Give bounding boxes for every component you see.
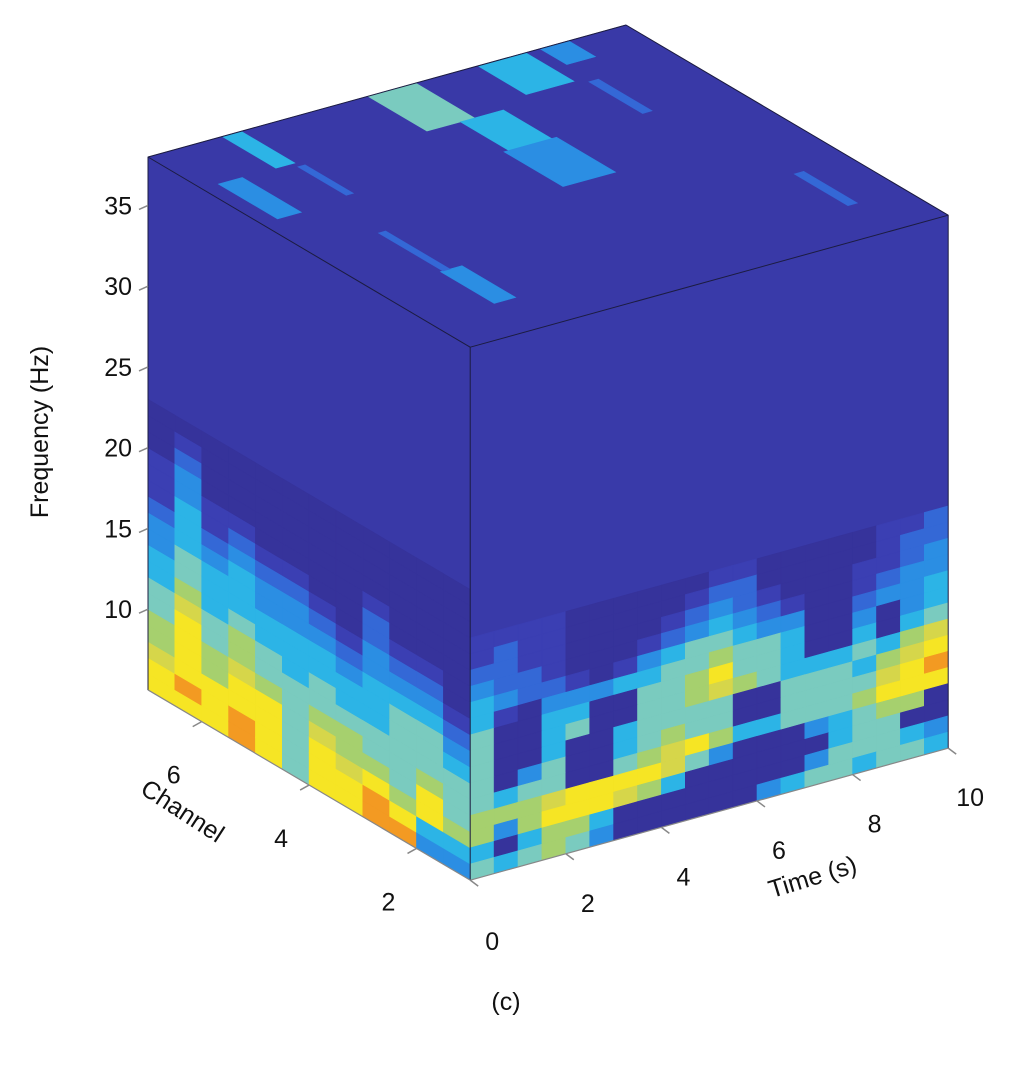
z-tick-label: 20 — [104, 435, 132, 463]
x-tick — [756, 800, 766, 808]
top-face-cell — [439, 265, 517, 304]
y-tick-label: 4 — [274, 825, 288, 853]
cube-edge — [147, 156, 471, 348]
axis-ticks — [138, 204, 957, 887]
cube-faces — [147, 24, 949, 881]
z-tick — [138, 447, 149, 453]
z-tick — [138, 204, 149, 211]
y-tick — [299, 784, 310, 791]
x-tick-label: 6 — [772, 837, 786, 865]
z-tick — [138, 285, 149, 291]
z-tick — [138, 366, 149, 372]
top-face-cell — [297, 164, 355, 196]
top-face-cell — [588, 78, 653, 114]
z-tick-label: 10 — [104, 596, 132, 624]
x-tick — [852, 773, 862, 782]
top-face-cell — [217, 177, 303, 220]
z-tick-label: 25 — [104, 354, 132, 382]
x-tick-label: 10 — [956, 784, 984, 812]
x-tick-label: 8 — [868, 811, 882, 839]
top-face-cell — [503, 136, 617, 187]
cube-edge — [625, 24, 949, 216]
z-tick-label: 35 — [104, 192, 132, 220]
cube-edge — [147, 24, 627, 158]
x-tick-label: 4 — [676, 863, 690, 891]
z-tick-label: 15 — [104, 515, 132, 543]
cube-edge — [470, 214, 949, 348]
y-tick — [192, 720, 203, 728]
z-tick — [138, 527, 149, 534]
y-tick-label: 6 — [167, 762, 181, 790]
x-tick — [947, 747, 957, 755]
y-tick-label: 2 — [382, 888, 396, 916]
x-tick — [565, 853, 575, 861]
x-tick — [660, 826, 670, 834]
x-tick-label: 0 — [485, 928, 499, 956]
y-axis-label: Channel — [136, 774, 229, 848]
x-tick-label: 2 — [581, 890, 595, 918]
x-tick — [469, 879, 479, 887]
y-tick — [407, 847, 417, 855]
figure-caption: (c) — [491, 988, 520, 1016]
z-axis-label: Frequency (Hz) — [26, 346, 54, 518]
top-face-cell — [377, 230, 451, 272]
top-face-cell — [793, 170, 859, 207]
time-axis-line — [470, 747, 949, 881]
z-tick-label: 30 — [104, 273, 132, 301]
z-tick — [138, 608, 149, 614]
